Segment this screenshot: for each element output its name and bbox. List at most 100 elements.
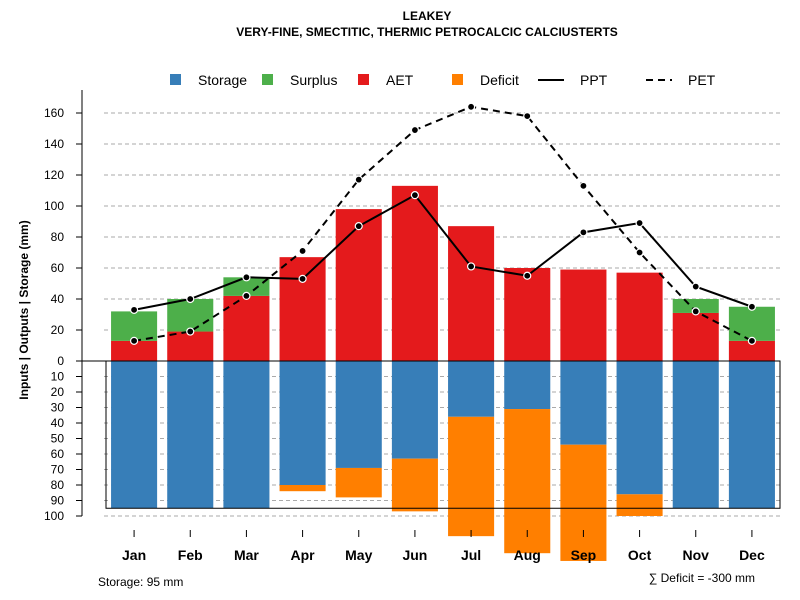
bar-storage-mar	[223, 361, 270, 509]
point-ppt-aug	[523, 271, 532, 280]
grid-lines	[104, 112, 780, 517]
bar-aet-jul	[448, 226, 495, 361]
y-tick-label-lower-60: 60	[51, 447, 65, 461]
bar-surplus-jan	[111, 311, 158, 341]
bar-storage-jan	[111, 361, 158, 509]
point-ppt-dec	[747, 302, 757, 311]
x-tick-label-nov: Nov	[683, 547, 710, 563]
bar-aet-mar	[223, 295, 270, 361]
x-tick-label-mar: Mar	[234, 547, 259, 563]
bar-aet-jun	[391, 185, 438, 361]
point-pet-nov	[691, 307, 700, 316]
point-pet-sep	[579, 181, 588, 190]
bar-storage-aug	[504, 361, 551, 410]
point-ppt-jan	[129, 305, 139, 314]
bar-deficit-jun	[391, 458, 438, 512]
y-tick-label-lower-20: 20	[51, 385, 65, 399]
line-ppt	[133, 193, 753, 311]
x-tick-label-aug: Aug	[514, 547, 541, 563]
x-tick-label-jan: Jan	[122, 547, 146, 563]
point-pet-apr	[298, 246, 307, 256]
bar-storage-feb	[167, 361, 214, 509]
bar-aet-jan	[111, 340, 158, 361]
bar-aet-oct	[616, 272, 663, 361]
bar-storage-sep	[560, 361, 607, 445]
point-pet-jan	[129, 336, 139, 345]
point-pet-may	[354, 175, 363, 184]
legend-label-aet: AET	[386, 72, 414, 88]
bar-storage-jun	[391, 361, 438, 459]
bar-aet-may	[335, 209, 382, 361]
y-tick-label-lower-70: 70	[51, 463, 65, 477]
y-tick-label-lower-10: 10	[51, 370, 65, 384]
x-tick-label-dec: Dec	[739, 547, 765, 563]
series-lines	[129, 102, 757, 345]
y-tick-label-upper-60: 60	[51, 261, 65, 275]
x-tick-label-jul: Jul	[461, 547, 481, 563]
y-tick-label-upper-0: 0	[57, 354, 64, 368]
legend-label-surplus: Surplus	[290, 72, 337, 88]
y-tick-label-lower-50: 50	[51, 432, 65, 446]
y-axis-label: Inputs | Outputs | Storage (mm)	[17, 220, 31, 399]
bar-deficit-sep	[560, 444, 607, 561]
bar-surplus-dec	[728, 306, 775, 341]
legend-label-ppt: PPT	[580, 72, 608, 88]
point-pet-dec	[747, 336, 757, 345]
chart-subtitle: VERY-FINE, SMECTITIC, THERMIC PETROCALCI…	[236, 25, 618, 39]
y-tick-label-lower-40: 40	[51, 416, 65, 430]
legend-swatch-deficit	[452, 74, 463, 85]
y-tick-label-lower-90: 90	[51, 494, 65, 508]
point-pet-jul	[466, 102, 476, 111]
y-tick-label-upper-160: 160	[44, 106, 64, 120]
bar-storage-jul	[448, 361, 495, 417]
point-ppt-may	[354, 222, 363, 231]
y-tick-label-upper-100: 100	[44, 199, 64, 213]
point-ppt-mar	[242, 273, 251, 282]
y-tick-label-upper-80: 80	[51, 230, 65, 244]
point-ppt-nov	[691, 282, 700, 291]
legend-label-storage: Storage	[198, 72, 247, 88]
x-tick-label-oct: Oct	[628, 547, 652, 563]
point-pet-mar	[242, 291, 251, 300]
point-ppt-jun	[410, 191, 420, 200]
x-tick-label-apr: Apr	[291, 547, 316, 563]
bar-aet-sep	[560, 269, 607, 361]
bar-aet-aug	[504, 268, 551, 361]
legend-label-pet: PET	[688, 72, 716, 88]
point-ppt-oct	[635, 218, 644, 228]
y-tick-label-lower-30: 30	[51, 401, 65, 415]
bar-surplus-nov	[672, 299, 719, 313]
bar-aet-feb	[167, 331, 214, 361]
x-tick-label-jun: Jun	[402, 547, 427, 563]
legend-swatch-aet	[358, 74, 369, 85]
bar-deficit-jul	[448, 416, 495, 537]
bar-aet-dec	[728, 340, 775, 361]
bar-deficit-oct	[616, 494, 663, 516]
legend-swatch-storage	[170, 74, 181, 85]
y-tick-label-lower-100: 100	[44, 509, 64, 523]
point-ppt-feb	[186, 294, 195, 304]
bar-aet-nov	[672, 312, 719, 361]
bars	[82, 185, 781, 561]
x-tick-label-sep: Sep	[571, 547, 597, 563]
bar-aet-apr	[279, 257, 326, 361]
point-ppt-sep	[579, 228, 588, 237]
point-pet-oct	[635, 248, 644, 257]
x-tick-label-feb: Feb	[178, 547, 203, 563]
bar-storage-may	[335, 361, 382, 468]
bar-deficit-may	[335, 467, 382, 498]
deficit-note: ∑ Deficit = -300 mm	[649, 571, 755, 585]
point-ppt-jul	[466, 262, 476, 271]
legend-swatch-surplus	[262, 74, 273, 85]
x-tick-label-may: May	[345, 547, 372, 563]
bar-storage-oct	[616, 361, 663, 495]
point-pet-aug	[523, 111, 532, 121]
point-pet-jun	[410, 125, 420, 135]
y-tick-label-upper-20: 20	[51, 323, 65, 337]
y-tick-label-upper-140: 140	[44, 137, 64, 151]
bar-deficit-aug	[504, 409, 551, 554]
bar-deficit-apr	[279, 485, 326, 492]
bar-storage-nov	[672, 361, 719, 509]
bar-storage-dec	[728, 361, 775, 509]
